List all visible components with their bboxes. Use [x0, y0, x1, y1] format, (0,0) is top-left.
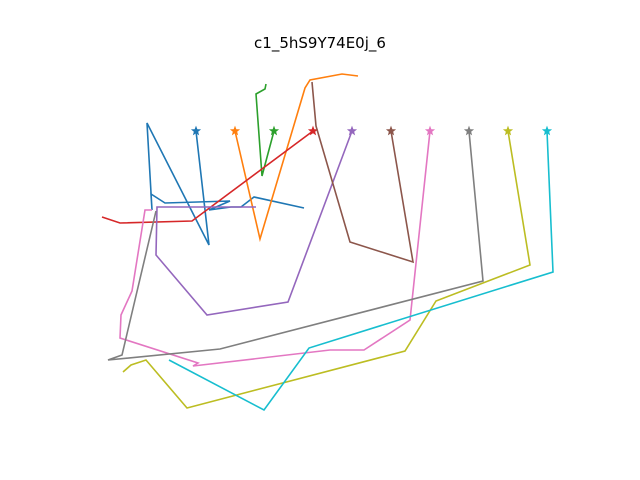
- series-start-marker-5: [346, 125, 358, 136]
- series-start-marker-2: [229, 125, 241, 136]
- series-line-3: [255, 83, 275, 177]
- series-start-marker-10: [541, 125, 553, 136]
- series-line-6: [311, 81, 415, 264]
- series-start-marker-3: [268, 125, 280, 136]
- chart-title: c1_5hS9Y74E0j_6: [254, 34, 386, 52]
- series-start-marker-6: [385, 125, 397, 136]
- series-start-marker-8: [463, 125, 475, 136]
- series-line-7: [119, 130, 431, 367]
- series-line-9: [122, 130, 531, 409]
- series-line-2: [234, 73, 359, 243]
- series-line-4: [101, 130, 314, 224]
- series-line-10: [168, 130, 554, 412]
- series-line-8: [107, 130, 484, 361]
- series-line-5: [155, 130, 353, 316]
- series-start-marker-7: [424, 125, 436, 136]
- series-start-marker-1: [190, 125, 202, 136]
- series-line-1: [146, 122, 305, 246]
- series-start-marker-9: [502, 125, 514, 136]
